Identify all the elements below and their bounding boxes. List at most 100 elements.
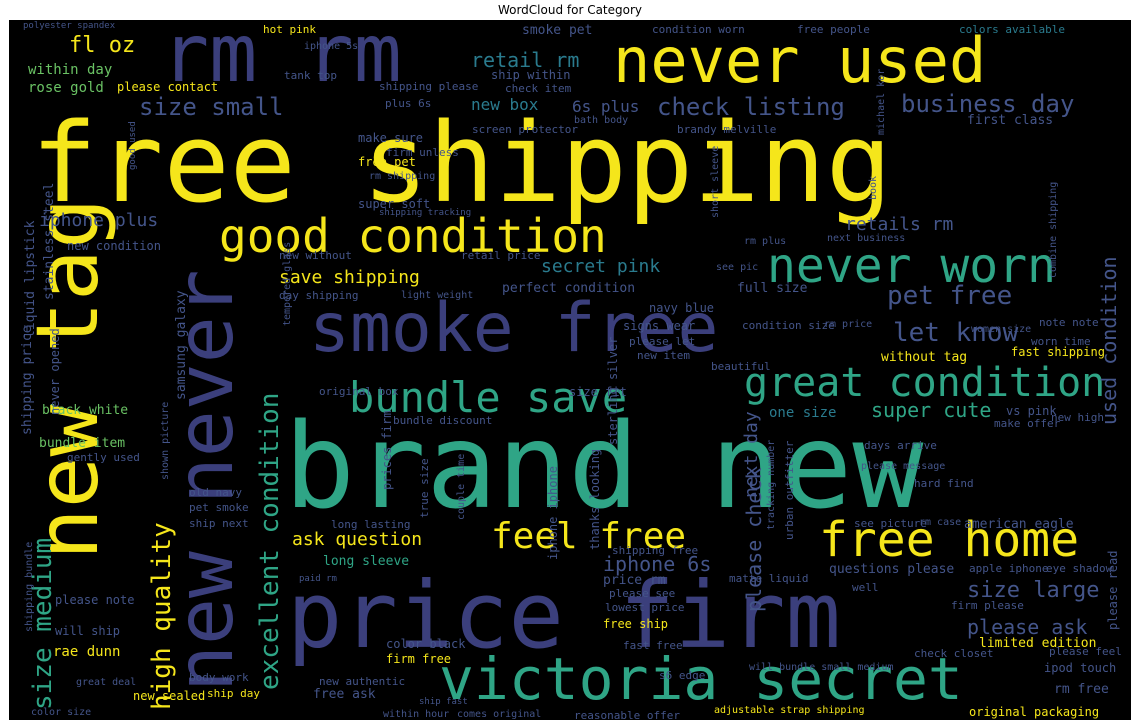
word: firm please xyxy=(951,600,1024,611)
word: please ask xyxy=(967,617,1087,637)
word: iphone iphone xyxy=(547,466,559,560)
word: within hour xyxy=(383,710,449,720)
word: rm price xyxy=(824,320,872,330)
word: new high xyxy=(1051,412,1104,423)
word: high quality xyxy=(149,522,175,710)
word: next business xyxy=(827,234,905,244)
word: apple iphone xyxy=(969,563,1048,574)
word: combine shipping xyxy=(1049,182,1059,278)
word: retails rm xyxy=(845,216,953,234)
word: will ship xyxy=(55,625,120,637)
word: good used xyxy=(129,121,138,170)
word: pet free xyxy=(887,283,1012,309)
word: original packaging xyxy=(969,706,1099,718)
word: see pic xyxy=(716,263,758,273)
word: never opened xyxy=(49,328,61,415)
word: 6s plus xyxy=(572,99,639,115)
word: tank top xyxy=(284,70,337,81)
word: free ask xyxy=(313,688,376,701)
word: couple time xyxy=(457,454,467,520)
word: stainless steel xyxy=(43,183,56,300)
word: one size xyxy=(769,406,836,420)
word: please message xyxy=(861,462,945,472)
word: screen protector xyxy=(472,124,578,135)
word: check listing xyxy=(657,95,845,119)
word: ipod touch xyxy=(1044,662,1116,674)
word: gently used xyxy=(67,452,140,463)
word: colors available xyxy=(959,24,1065,35)
word: adjustable strap shipping xyxy=(714,706,865,716)
word: great condition xyxy=(744,363,1105,403)
word: retail price xyxy=(461,250,540,261)
word: never used xyxy=(613,30,986,92)
word: size small xyxy=(139,95,284,119)
word: navy blue xyxy=(649,302,714,314)
word: pet smoke xyxy=(189,502,249,513)
word: thanks looking xyxy=(589,449,601,550)
word: please contact xyxy=(117,81,218,93)
word: condition worn xyxy=(652,24,745,35)
word: rm shipping xyxy=(369,172,435,182)
word: worn time xyxy=(1031,336,1091,347)
word: plus 6s xyxy=(385,98,431,109)
word: ask question xyxy=(292,531,422,549)
word: rm plus xyxy=(744,237,786,247)
word: perfect condition xyxy=(502,282,635,295)
word: iphone 6s xyxy=(603,554,711,574)
word: good condition xyxy=(219,213,607,259)
word: shipping free xyxy=(612,545,698,556)
word: samsung galaxy xyxy=(175,290,188,400)
word: within day xyxy=(28,63,112,77)
word: tracking number xyxy=(767,440,777,530)
word: ship next xyxy=(189,518,249,529)
word: first class xyxy=(967,114,1053,127)
word: bundle discount xyxy=(393,415,492,426)
word: true size xyxy=(419,458,430,518)
word: smoke pet xyxy=(522,24,592,37)
word: next day xyxy=(743,411,761,498)
word: make sure xyxy=(358,132,423,144)
word: full size xyxy=(737,282,807,295)
word: without tag xyxy=(881,351,967,364)
word: rm case xyxy=(919,518,961,528)
word: please feel xyxy=(1049,646,1122,657)
word: please note xyxy=(55,594,134,606)
word: shown picture xyxy=(161,402,171,480)
word: original box xyxy=(319,386,398,397)
word: long sleeve xyxy=(323,555,409,568)
word: rm free xyxy=(1054,683,1109,696)
word: signs wear xyxy=(623,320,695,332)
word: polyester spandex xyxy=(23,22,115,31)
word: firm free xyxy=(386,653,451,665)
word: new item xyxy=(637,350,690,361)
word: new box xyxy=(471,97,538,113)
word: retail rm xyxy=(471,50,579,70)
word: hot pink xyxy=(263,24,316,35)
word: firm unless xyxy=(386,147,459,158)
word: free ship xyxy=(603,618,668,630)
word: shipping price xyxy=(21,325,34,435)
word: check item xyxy=(505,83,571,94)
word: questions please xyxy=(829,563,954,576)
word: hard find xyxy=(914,478,974,489)
word: iphone 5s xyxy=(304,42,358,52)
word: liquid lipstick xyxy=(24,221,37,338)
word: book xyxy=(869,176,879,200)
word: body work xyxy=(189,672,249,683)
word: please see xyxy=(609,588,675,599)
word: fl oz xyxy=(69,35,135,57)
word: new authentic xyxy=(319,676,405,687)
word: used condition xyxy=(1099,256,1119,425)
word: color size xyxy=(31,708,91,718)
word: light weight xyxy=(401,291,473,301)
word: save shipping xyxy=(279,269,420,287)
word: ship within xyxy=(491,69,570,81)
word: new condition xyxy=(67,240,161,252)
word: women size xyxy=(971,325,1031,335)
word: shipping tracking xyxy=(379,209,471,218)
word: please read xyxy=(1107,551,1119,630)
word: shipping bundle xyxy=(25,542,35,632)
word: price rm xyxy=(603,574,666,587)
word: check closet xyxy=(914,648,993,659)
word: american eagle xyxy=(964,518,1074,531)
